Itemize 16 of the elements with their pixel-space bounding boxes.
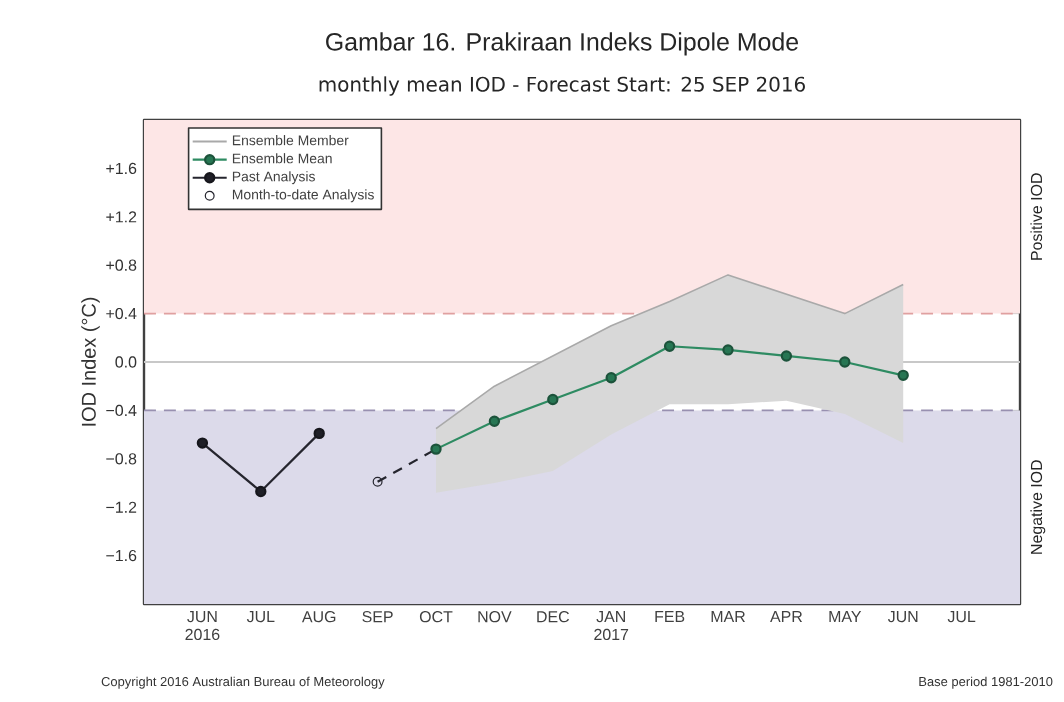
chart-subtitle: monthly mean IOD - Forecast Start: 25 SEP 2016 — [319, 76, 805, 96]
point — [547, 393, 559, 406]
point — [605, 372, 617, 384]
chart-title: Gambar 16. Prakiraan Indeks Dipole Mode — [326, 32, 799, 56]
point — [663, 340, 676, 352]
y-axis-title: IOD Index (°C) — [81, 297, 100, 426]
point — [372, 476, 383, 487]
point — [897, 369, 909, 381]
point — [313, 427, 325, 440]
point — [722, 344, 734, 356]
point — [255, 485, 267, 498]
point — [780, 350, 793, 362]
point — [196, 437, 209, 449]
point — [488, 415, 501, 427]
point — [839, 356, 851, 368]
point — [430, 443, 442, 455]
